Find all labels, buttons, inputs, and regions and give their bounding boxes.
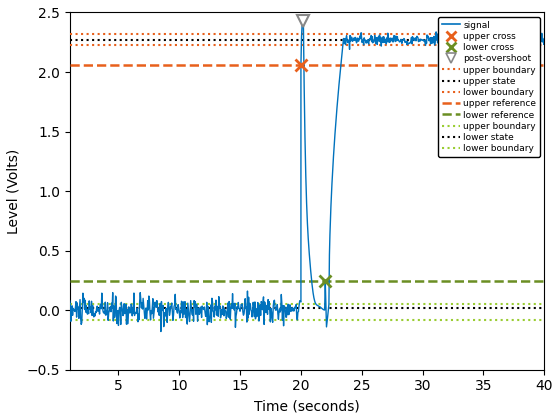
signal [96,312,103,317]
upper boundary [54,301,61,306]
upper boundary [67,32,73,37]
X-axis label: Time (seconds): Time (seconds) [254,399,360,413]
upper state [67,38,73,43]
upper boundary [54,32,61,37]
upper boundary [67,301,73,306]
signal [340,37,347,42]
lower boundary [54,318,61,323]
Line: signal: signal [70,21,544,331]
upper state [54,38,61,43]
signal [67,298,73,303]
lower boundary [67,43,73,48]
signal [500,38,506,43]
lower state [54,306,61,311]
signal [157,329,164,334]
lower boundary [67,318,73,323]
signal [531,38,538,43]
Legend: signal, upper cross, lower cross, post-overshoot, upper boundary, upper state, l: signal, upper cross, lower cross, post-o… [438,17,540,157]
signal [541,36,548,41]
lower state [67,306,73,311]
signal [182,315,189,320]
Y-axis label: Level (Volts): Level (Volts) [7,149,21,234]
lower boundary [54,43,61,48]
signal [300,18,306,23]
upper reference [54,62,61,67]
lower reference [67,278,73,284]
lower reference [54,278,61,284]
signal [332,125,339,130]
upper reference [67,62,73,67]
